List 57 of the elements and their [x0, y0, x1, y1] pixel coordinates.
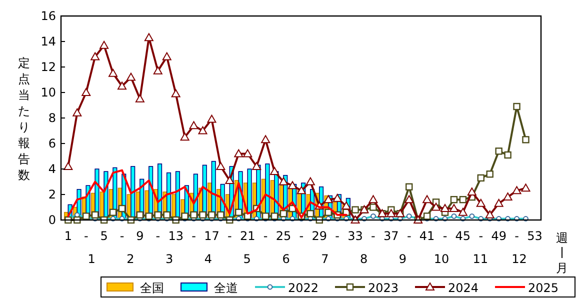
x-tick-label: - — [478, 229, 484, 243]
legend-label: 2022 — [288, 281, 319, 295]
x-tick-label: - — [192, 229, 196, 243]
x-axis-title: 週 — [556, 231, 568, 245]
x-tick-label: - — [156, 229, 160, 243]
text: 3 — [166, 252, 174, 266]
x-tick-label: 37 — [384, 229, 399, 243]
x-tick-label: 53 — [527, 229, 542, 243]
text: 10 — [434, 252, 450, 266]
text: 7 — [321, 252, 329, 266]
legend-label: 2023 — [368, 281, 399, 295]
text: 5 — [243, 252, 251, 266]
y-tick-label: 0 — [48, 213, 56, 227]
y-tick-label: 6 — [48, 136, 56, 150]
x-tick-label: - — [335, 229, 340, 243]
legend-label: 2025 — [528, 281, 559, 295]
x-tick-label: 49 — [491, 229, 506, 243]
y-tick-label: 10 — [40, 86, 56, 100]
text: 9 — [398, 252, 406, 266]
text: 4 — [204, 252, 212, 266]
text: 1 — [88, 252, 96, 266]
text: 8 — [360, 252, 368, 266]
x-tick-label: - — [228, 229, 232, 243]
y-tick-label: 8 — [48, 111, 56, 125]
text: 12 — [512, 252, 527, 266]
x-tick-label: 41 — [419, 229, 435, 243]
x-tick-label: - — [442, 229, 448, 243]
y-tick-label: 12 — [40, 60, 56, 74]
x-tick-label: 9 — [136, 229, 144, 243]
y-tick-label: 2 — [48, 188, 56, 202]
legend-label: 全国 — [140, 281, 164, 295]
legend-label: 全道 — [214, 281, 238, 295]
y-tick-label: 16 — [40, 9, 56, 23]
y-tick-label: 4 — [48, 162, 56, 176]
x-tick-label: 17 — [204, 229, 220, 243]
x-tick-label: - — [514, 229, 519, 243]
x-tick-label: - — [84, 229, 88, 243]
text: 2 — [126, 252, 134, 266]
x-tick-label: 45 — [455, 229, 471, 243]
legend-label: 2024 — [448, 281, 479, 295]
y-axis-title: 定点当たり報告数 — [18, 56, 30, 182]
x-tick-label: 21 — [240, 229, 256, 243]
x-tick-label: 5 — [100, 229, 108, 243]
x-tick-label: 29 — [312, 229, 328, 243]
y-tick-label: 14 — [40, 34, 56, 48]
x-tick-label: - — [120, 229, 124, 243]
text: 11 — [472, 252, 488, 266]
x-tick-label: - — [406, 229, 412, 243]
text: 6 — [282, 252, 290, 266]
x-tick-label: 1 — [64, 229, 72, 243]
x-tick-label: - — [299, 229, 304, 243]
x-tick-label: 13 — [168, 229, 184, 243]
x-tick-label: - — [371, 229, 376, 243]
x-tick-label: - — [263, 229, 268, 243]
x-tick-label: 25 — [276, 229, 292, 243]
x2-axis-title: 月 — [556, 261, 568, 275]
x-tick-label: 33 — [348, 229, 363, 243]
